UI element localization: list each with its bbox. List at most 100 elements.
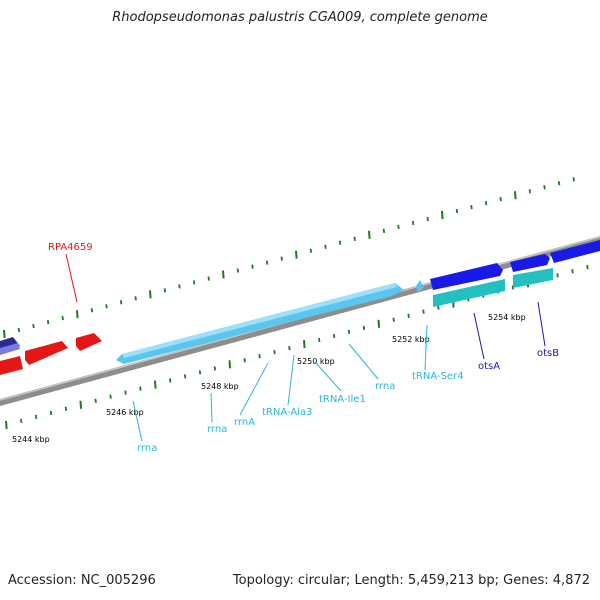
inner-tick [139, 386, 142, 391]
inner-tick [169, 378, 172, 383]
outer-tick [76, 310, 79, 319]
outer-tick [499, 197, 502, 202]
outer-tick [178, 284, 181, 289]
outer-tick [32, 323, 35, 329]
gene-label-trna-ser4: tRNA-Ser4 [412, 371, 464, 382]
inner-tick [288, 345, 291, 351]
outer-tick [309, 248, 313, 253]
scale-labels: 5244 kbp 5246 kbp 5248 kbp 5250 kbp 5252 kbp… [12, 313, 526, 444]
inner-tick [109, 394, 112, 399]
gene-labels: RPA4659 rrna rrna rrnA tRNA-Ala3 tRNA-Ile1 rrn… [48, 242, 559, 454]
outer-tick [3, 329, 6, 339]
outer-tick [543, 185, 546, 190]
label-leader [287, 354, 295, 406]
inner-tick [303, 339, 306, 349]
feature-teal-1 [433, 279, 505, 307]
gene-label-rpa4659: RPA4659 [48, 242, 93, 253]
label-leader [314, 361, 342, 392]
feature-rpa-red-1 [25, 341, 68, 365]
gene-label-trna-ala3: tRNA-Ala3 [262, 407, 312, 418]
inner-tick [273, 350, 276, 355]
inner-tick [437, 305, 440, 310]
gene-label-otsa: otsA [478, 361, 500, 372]
outer-tick [236, 268, 240, 273]
inner-tick [183, 374, 187, 379]
outer-tick [61, 316, 64, 321]
label-leaders [65, 253, 546, 442]
reverse-strand-features [0, 268, 553, 375]
feature-ots-blue-3 [550, 240, 600, 263]
gene-label-rrna: rrnA [234, 417, 255, 428]
label-leader [132, 400, 143, 442]
outer-tick [397, 224, 400, 230]
scale-label: 5254 kbp [488, 313, 526, 322]
inner-tick [571, 269, 574, 274]
inner-tick [20, 418, 23, 424]
inner-tick [228, 360, 232, 369]
outer-tick [426, 216, 429, 222]
inner-tick [79, 400, 83, 409]
outer-tick [90, 308, 94, 313]
outer-tick [46, 319, 50, 325]
outer-tick [265, 260, 269, 265]
outer-tick [338, 240, 342, 245]
outer-tick [484, 200, 488, 206]
inner-tick [5, 420, 8, 430]
outer-tick [192, 280, 196, 285]
inner-tick [377, 319, 381, 328]
outer-tick [353, 236, 356, 241]
inner-tick [362, 325, 366, 330]
map-title: Rhodopseudomonas palustris CGA009, compl… [112, 10, 488, 25]
outer-tick [207, 276, 210, 281]
inner-tick [198, 370, 202, 375]
outer-tick [514, 191, 517, 200]
scale-label: 5250 kbp [297, 357, 335, 366]
genome-summary-text: Topology: circular; Length: 5,459,213 bp… [232, 573, 590, 588]
feature-navy-block-light [0, 343, 20, 355]
label-leader [239, 362, 269, 416]
forward-strand-features [0, 240, 600, 365]
outer-tick [105, 304, 108, 309]
gene-label-trna-ile1: tRNA-Ile1 [319, 394, 366, 405]
label-leader [65, 253, 78, 303]
outer-tick [528, 189, 532, 194]
feature-ots-blue-2 [510, 254, 550, 272]
label-leader [348, 343, 379, 380]
feature-ots-blue-1 [430, 263, 503, 290]
scale-label: 5246 kbp [106, 408, 144, 417]
label-leader [537, 301, 546, 347]
outer-tick [134, 296, 137, 301]
gene-label-rrna: rrna [207, 424, 227, 435]
outer-tick [368, 230, 371, 239]
outer-tick [572, 177, 575, 182]
inner-tick [347, 329, 351, 335]
outer-tick [149, 290, 152, 299]
outer-tick [470, 204, 473, 210]
inner-tick [64, 406, 68, 411]
outer-tick [382, 228, 386, 234]
outer-tick [557, 181, 561, 186]
inner-tick [124, 390, 127, 395]
gene-label-otsb: otsB [537, 348, 559, 359]
label-leader [210, 392, 213, 423]
inner-tick [332, 333, 336, 339]
accession-text: Accession: NC_005296 [8, 573, 156, 588]
inner-tick [94, 398, 97, 403]
feature-rpa-red-2 [76, 333, 102, 351]
inner-tick [318, 337, 321, 343]
gene-label-rrna: rrna [137, 443, 157, 454]
outer-tick [324, 244, 327, 249]
gene-label-rrna: rrna [375, 381, 395, 392]
inner-tick [243, 358, 246, 363]
inner-tick [34, 414, 38, 420]
feature-teal-2 [513, 268, 553, 288]
feature-small-rna [416, 280, 424, 292]
outer-tick [295, 250, 298, 259]
scale-label: 5244 kbp [12, 435, 50, 444]
label-leader [424, 324, 428, 371]
inner-tick [392, 317, 395, 322]
scale-label: 5248 kbp [201, 382, 239, 391]
outer-tick [222, 270, 225, 279]
inner-tick [407, 313, 410, 318]
